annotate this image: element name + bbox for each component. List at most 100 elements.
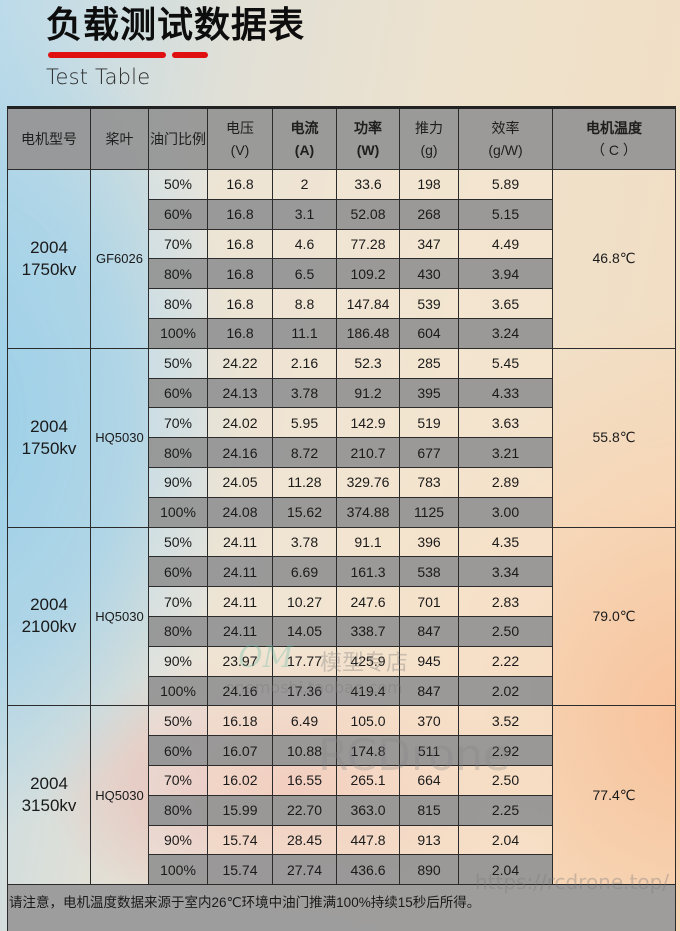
power-cell: 142.9 [336,407,400,439]
efficiency-cell: 3.52 [458,705,553,737]
thrust-cell: 664 [399,764,459,796]
voltage-cell: 16.18 [207,705,273,737]
voltage-cell: 16.02 [207,764,273,796]
throttle-cell: 70% [148,586,208,617]
throttle-cell: 100% [148,496,208,528]
motor-model-name: 2004 [30,774,68,794]
voltage-cell: 24.11 [207,615,273,647]
propeller-cell: HQ5030 [90,705,149,886]
throttle-cell: 60% [148,556,208,588]
motor-kv-rating: 2100kv [21,617,77,637]
table-row: 2004 2100kv HQ5030 50% 24.11 3.78 91.1 396 4.35 7… [7,526,676,707]
efficiency-cell: 2.25 [458,794,553,826]
voltage-cell: 24.13 [207,377,273,409]
efficiency-cell: 2.50 [458,764,553,796]
load-test-table: 电机型号 桨叶 油门比例 电压 (V) 电流 (A) 功率 (W) 推力 (g) 效率(… [7,106,676,931]
voltage-cell: 15.99 [207,794,273,826]
throttle-cell: 80% [148,615,208,647]
col-header-efficiency: 效率 (g/W) [458,106,553,170]
efficiency-cell: 2.22 [458,645,553,677]
voltage-cell: 15.74 [207,824,273,856]
power-cell: 52.08 [336,198,400,230]
power-cell: 210.7 [336,437,400,468]
table-row: 70% 24.11 10.27 247.6 701 2.83 [8,586,676,617]
efficiency-cell: 4.35 [458,526,553,558]
throttle-cell: 80% [148,258,208,290]
motor-model-name: 2004 [30,416,68,436]
thrust-cell: 198 [399,169,459,200]
throttle-cell: 50% [148,526,208,558]
voltage-cell: 24.16 [207,437,273,468]
efficiency-cell: 2.04 [458,854,553,886]
motor-kv-rating: 3150kv [21,796,77,816]
throttle-cell: 60% [148,735,208,766]
voltage-cell: 23.97 [207,645,273,677]
efficiency-cell: 4.49 [458,228,553,260]
power-cell: 91.1 [336,526,400,558]
thrust-cell: 945 [399,645,459,677]
thrust-cell: 847 [399,675,459,707]
current-cell: 11.1 [272,317,337,349]
throttle-cell: 100% [148,675,208,707]
throttle-cell: 60% [148,377,208,409]
power-cell: 33.6 [336,169,400,200]
thrust-cell: 370 [399,705,459,737]
efficiency-cell: 2.92 [458,735,553,766]
power-cell: 425.9 [336,645,400,677]
current-cell: 10.88 [272,735,337,766]
table-row: 60% 16.8 3.1 52.08 268 5.15 [8,198,676,230]
power-cell: 161.3 [336,556,400,588]
motor-temperature-cell: 77.4℃ [552,705,676,886]
power-cell: 105.0 [336,705,400,737]
col-header-throttle: 油门比例 [148,106,208,170]
thrust-cell: 347 [399,228,459,260]
table-row: 80% 16.8 8.8 147.84 539 3.65 [8,288,676,319]
propeller-cell: HQ5030 [90,526,149,707]
title-underline [46,52,305,62]
current-cell: 15.62 [272,496,337,528]
throttle-cell: 50% [148,705,208,737]
motor-temperature-cell: 79.0℃ [552,526,676,707]
thrust-cell: 1125 [399,496,459,528]
thrust-cell: 847 [399,615,459,647]
power-cell: 247.6 [336,586,400,617]
thrust-cell: 430 [399,258,459,290]
voltage-cell: 16.8 [207,258,273,290]
thrust-cell: 783 [399,466,459,498]
motor-model-name: 2004 [30,237,68,257]
efficiency-cell: 3.63 [458,407,553,439]
current-cell: 14.05 [272,615,337,647]
throttle-cell: 50% [148,347,208,379]
power-cell: 109.2 [336,258,400,290]
current-cell: 27.74 [272,854,337,886]
current-cell: 17.36 [272,675,337,707]
table-row: 70% 24.02 5.95 142.9 519 3.63 [8,407,676,439]
motor-temperature-cell: 55.8℃ [552,347,676,528]
thrust-cell: 677 [399,437,459,468]
voltage-cell: 16.8 [207,198,273,230]
power-cell: 186.48 [336,317,400,349]
efficiency-cell: 3.34 [458,556,553,588]
power-cell: 91.2 [336,377,400,409]
table-row: 60% 24.13 3.78 91.2 395 4.33 [8,377,676,409]
current-cell: 2.16 [272,347,337,379]
note-row: 请注意，电机温度数据来源于室内26℃环境中油门推满100%持续15秒后所得。 [7,884,676,931]
table-row: 100% 24.16 17.36 419.4 847 2.02 [8,675,676,707]
red-accent-bar-long [48,52,166,58]
current-cell: 5.95 [272,407,337,439]
motor-model-cell: 2004 1750kv [7,169,91,349]
table-row: 2004 1750kv HQ5030 50% 24.22 2.16 52.3 285 5.45 5… [7,347,676,528]
efficiency-cell: 2.89 [458,466,553,498]
motor-model-name: 2004 [30,595,68,615]
table-row: 100% 16.8 11.1 186.48 604 3.24 [8,317,676,349]
table-row: 80% 16.8 6.5 109.2 430 3.94 [8,258,676,290]
power-cell: 363.0 [336,794,400,826]
table-row: 100% 24.08 15.62 374.88 1125 3.00 [8,496,676,528]
throttle-cell: 60% [148,198,208,230]
throttle-cell: 90% [148,824,208,856]
current-cell: 16.55 [272,764,337,796]
thrust-cell: 511 [399,735,459,766]
thrust-cell: 285 [399,347,459,379]
voltage-cell: 15.74 [207,854,273,886]
current-cell: 4.6 [272,228,337,260]
